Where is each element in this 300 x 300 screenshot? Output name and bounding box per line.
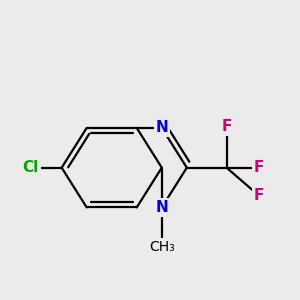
Text: N: N — [155, 200, 168, 215]
Text: F: F — [254, 188, 264, 203]
Text: F: F — [254, 160, 264, 175]
Text: CH₃: CH₃ — [149, 240, 175, 254]
Text: N: N — [155, 120, 168, 135]
Text: Cl: Cl — [22, 160, 39, 175]
Text: F: F — [221, 119, 232, 134]
